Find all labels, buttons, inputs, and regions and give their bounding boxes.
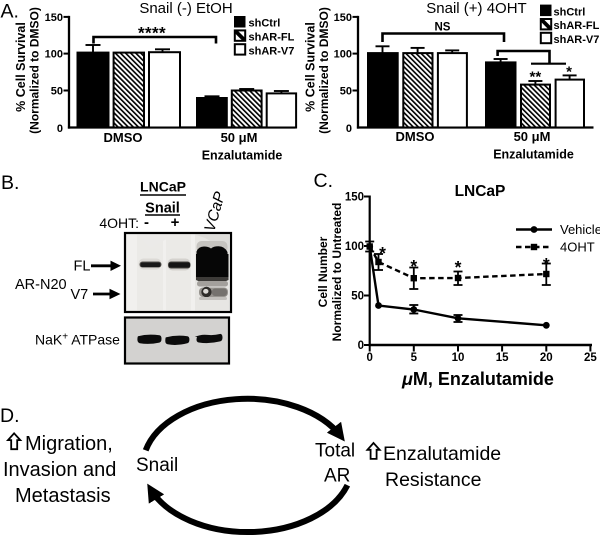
svg-text:(Normalized to DMSO): (Normalized to DMSO)	[317, 7, 331, 134]
svg-text:DMSO: DMSO	[104, 130, 143, 145]
svg-text:-: -	[144, 214, 149, 231]
svg-text:NaK+ ATPase: NaK+ ATPase	[35, 332, 120, 348]
svg-text:10: 10	[452, 352, 465, 364]
svg-text:0: 0	[366, 352, 372, 364]
svg-text:50: 50	[51, 86, 63, 98]
svg-text:Migration,: Migration,	[25, 433, 113, 455]
svg-text:50: 50	[351, 291, 364, 303]
svg-text:100: 100	[345, 241, 364, 253]
svg-text:*: *	[566, 64, 572, 81]
svg-text:50 μM: 50 μM	[221, 130, 258, 145]
svg-text:50: 50	[340, 86, 352, 98]
svg-text:C.: C.	[314, 170, 334, 192]
svg-text:Invasion and: Invasion and	[3, 459, 116, 481]
svg-text:shCtrl: shCtrl	[554, 6, 586, 18]
svg-text:D.: D.	[0, 405, 20, 427]
svg-text:Enzalutamide: Enzalutamide	[383, 443, 501, 465]
svg-text:15: 15	[496, 352, 509, 364]
svg-text:+: +	[171, 214, 180, 231]
svg-text:100: 100	[334, 49, 352, 61]
svg-text:0: 0	[57, 123, 63, 135]
svg-text:LNCaP: LNCaP	[455, 183, 506, 200]
svg-text:AR: AR	[324, 466, 350, 487]
svg-text:A.: A.	[1, 1, 19, 23]
svg-text:V7: V7	[71, 287, 89, 303]
svg-text:Snail (-) EtOH: Snail (-) EtOH	[139, 0, 232, 17]
svg-text:Enzalutamide: Enzalutamide	[202, 149, 283, 163]
svg-text:100: 100	[45, 49, 63, 61]
svg-text:Enzalutamide: Enzalutamide	[493, 148, 574, 162]
svg-text:4OHT: 4OHT	[560, 240, 595, 255]
svg-text:Vehicle: Vehicle	[560, 222, 600, 237]
svg-text:Total: Total	[315, 441, 355, 462]
svg-text:B.: B.	[1, 172, 19, 194]
svg-text:*: *	[379, 243, 386, 263]
svg-text:shCtrl: shCtrl	[249, 18, 281, 30]
svg-text:(Normalized to DMSO): (Normalized to DMSO)	[28, 7, 42, 134]
svg-text:4OHT:: 4OHT:	[99, 215, 139, 231]
svg-text:LNCaP: LNCaP	[140, 179, 186, 195]
svg-text:Normalized to Untreated: Normalized to Untreated	[330, 203, 344, 342]
svg-text:25: 25	[584, 352, 597, 364]
svg-text:shAR-FL: shAR-FL	[554, 20, 600, 32]
svg-text:0: 0	[346, 123, 352, 135]
svg-text:Snail: Snail	[145, 201, 180, 217]
svg-text:0: 0	[358, 340, 364, 352]
svg-text:20: 20	[540, 352, 553, 364]
svg-text:Cell Number: Cell Number	[316, 236, 330, 307]
svg-text:DMSO: DMSO	[396, 129, 435, 144]
svg-text:Resistance: Resistance	[385, 469, 481, 491]
svg-text:shAR-FL: shAR-FL	[249, 32, 295, 44]
svg-text:****: ****	[138, 24, 166, 43]
svg-text:*: *	[410, 256, 417, 276]
svg-text:AR-N20: AR-N20	[15, 277, 67, 293]
svg-text:50 μM: 50 μM	[514, 129, 551, 144]
svg-text:150: 150	[334, 12, 352, 24]
svg-text:FL: FL	[74, 259, 91, 275]
svg-text:**: **	[530, 69, 542, 86]
svg-text:μM, Enzalutamide: μM, Enzalutamide	[401, 369, 554, 389]
svg-text:% Cell Survival: % Cell Survival	[304, 22, 318, 112]
svg-text:Snail (+) 4OHT: Snail (+) 4OHT	[426, 0, 526, 17]
svg-text:Snail: Snail	[136, 455, 178, 476]
svg-text:shAR-V7: shAR-V7	[554, 34, 600, 46]
svg-text:5: 5	[411, 352, 418, 364]
svg-text:*: *	[455, 257, 462, 277]
svg-text:Metastasis: Metastasis	[15, 485, 111, 507]
svg-text:% Cell Survival: % Cell Survival	[14, 22, 28, 112]
svg-text:shAR-V7: shAR-V7	[249, 45, 295, 57]
svg-text:150: 150	[45, 12, 63, 24]
svg-text:150: 150	[345, 192, 364, 204]
svg-text:*: *	[543, 254, 550, 274]
svg-text:NS: NS	[435, 22, 451, 34]
